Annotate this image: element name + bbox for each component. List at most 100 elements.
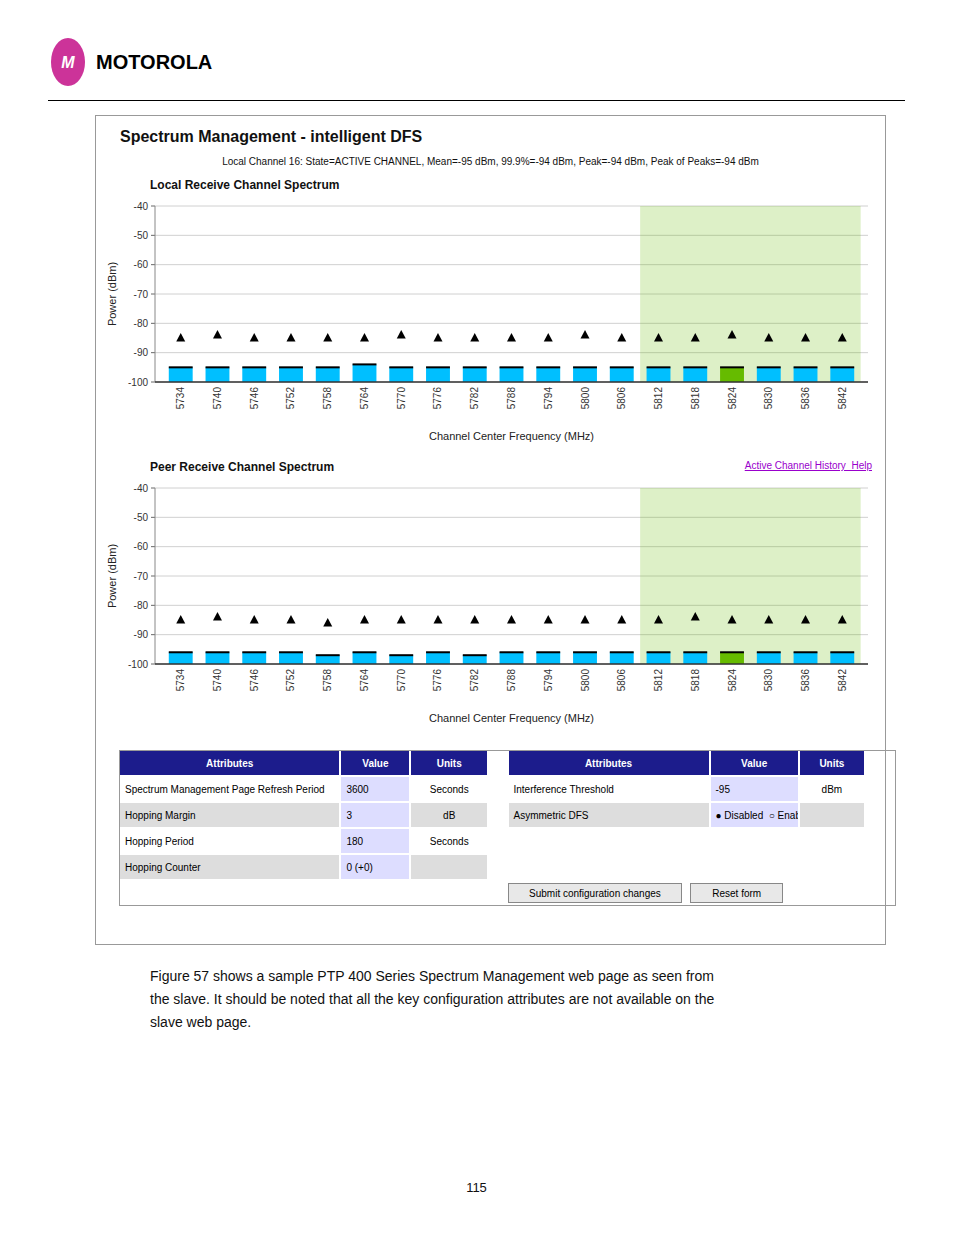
bar-cap	[610, 366, 634, 368]
bar	[536, 652, 560, 664]
marker	[544, 615, 553, 624]
y-tick-label: -90	[134, 347, 149, 358]
x-tick-label: 5788	[506, 669, 517, 692]
logo: MMOTOROLA	[48, 34, 308, 90]
marker	[581, 330, 590, 339]
marker	[617, 333, 626, 342]
chart-title: Local Receive Channel Spectrum	[150, 178, 339, 192]
marker	[691, 612, 700, 621]
form-button[interactable]: Submit configuration changes	[508, 883, 683, 903]
y-tick-label: -90	[134, 629, 149, 640]
marker	[728, 330, 737, 339]
bar-cap	[500, 651, 524, 653]
x-tick-label: 5806	[616, 387, 627, 410]
y-axis	[155, 488, 156, 664]
table-header: Value	[710, 750, 799, 776]
chart: -100-90-80-70-60-50-40573457405746575257…	[100, 196, 880, 446]
x-tick-label: 5752	[285, 669, 296, 692]
bar-cap	[279, 366, 303, 368]
bar	[389, 655, 413, 664]
marker	[176, 333, 185, 342]
chart-title: Peer Receive Channel Spectrum	[150, 460, 334, 474]
bar	[794, 652, 818, 664]
table-header-text: Units	[437, 758, 462, 769]
table-value: 3	[340, 802, 410, 828]
plot-area	[169, 206, 861, 382]
x-tick-label: 5812	[653, 387, 664, 410]
x-axis-label: Channel Center Frequency (MHz)	[429, 430, 594, 442]
table-attribute: Hopping Period	[119, 828, 340, 854]
y-tick	[151, 664, 155, 665]
table-value-text: 180	[346, 836, 363, 847]
bar	[206, 652, 230, 664]
x-tick-label: 5824	[727, 669, 738, 692]
bar-cap	[169, 366, 193, 368]
x-tick-label: 5770	[396, 669, 407, 692]
bar	[279, 652, 303, 664]
bar-cap	[830, 366, 854, 368]
bar	[573, 367, 597, 382]
table-attribute-text: Interference Threshold	[514, 784, 614, 795]
y-tick-label: -40	[134, 201, 149, 212]
bar-cap	[500, 366, 524, 368]
y-tick-label: -50	[134, 230, 149, 241]
bar-cap	[794, 366, 818, 368]
highlight-band	[640, 488, 861, 664]
y-tick-label: -50	[134, 512, 149, 523]
marker	[617, 615, 626, 624]
bar-cap	[683, 366, 707, 368]
marker	[801, 615, 810, 624]
x-tick-label: 5746	[249, 387, 260, 410]
x-tick-label: 5842	[837, 669, 848, 692]
table-attribute: Hopping Margin	[119, 802, 340, 828]
y-tick-label: -70	[134, 571, 149, 582]
marker	[176, 615, 185, 624]
bar	[316, 655, 340, 664]
x-tick-label: 5818	[690, 669, 701, 692]
y-tick	[151, 206, 155, 207]
table-header: Value	[340, 750, 410, 776]
bar-cap	[242, 366, 266, 368]
link[interactable]: Active Channel History Help	[745, 460, 872, 471]
marker	[286, 333, 295, 342]
bar-cap	[463, 366, 487, 368]
form-button[interactable]: Reset form	[690, 883, 783, 903]
marker	[544, 333, 553, 342]
y-tick	[151, 605, 155, 606]
table-header-text: Value	[362, 758, 388, 769]
y-tick	[151, 382, 155, 383]
bar	[683, 652, 707, 664]
bar-cap	[426, 366, 450, 368]
marker	[507, 333, 516, 342]
x-tick-label: 5800	[580, 669, 591, 692]
marker	[838, 615, 847, 624]
marker	[764, 333, 773, 342]
marker	[360, 333, 369, 342]
logo-name: MOTOROLA	[96, 51, 212, 73]
marker	[213, 330, 222, 339]
x-tick-label: 5746	[249, 669, 260, 692]
table-value: ● Disabled ○ Enabled	[710, 802, 799, 828]
marker	[581, 615, 590, 624]
marker	[213, 612, 222, 621]
bar	[683, 367, 707, 382]
x-tick-label: 5770	[396, 387, 407, 410]
table-attribute-text: Hopping Counter	[125, 862, 201, 873]
table-unit-text: dB	[443, 810, 455, 821]
x-tick-label: 5818	[690, 387, 701, 410]
table-value-text: 3600	[346, 784, 368, 795]
x-tick-label: 5842	[837, 387, 848, 410]
marker	[801, 333, 810, 342]
table-attribute: Hopping Counter	[119, 854, 340, 880]
bar	[426, 652, 450, 664]
panel-title: Spectrum Management - intelligent DFS	[120, 128, 422, 146]
bar-cap	[536, 651, 560, 653]
x-tick-label: 5758	[322, 669, 333, 692]
marker	[654, 333, 663, 342]
page-number: 115	[0, 1180, 953, 1195]
marker	[397, 330, 406, 339]
bar	[389, 367, 413, 382]
table-header: Attributes	[508, 750, 710, 776]
marker	[250, 333, 259, 342]
bar	[757, 652, 781, 664]
